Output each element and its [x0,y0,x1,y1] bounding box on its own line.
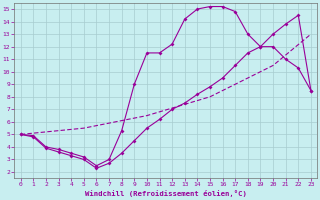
X-axis label: Windchill (Refroidissement éolien,°C): Windchill (Refroidissement éolien,°C) [85,190,247,197]
